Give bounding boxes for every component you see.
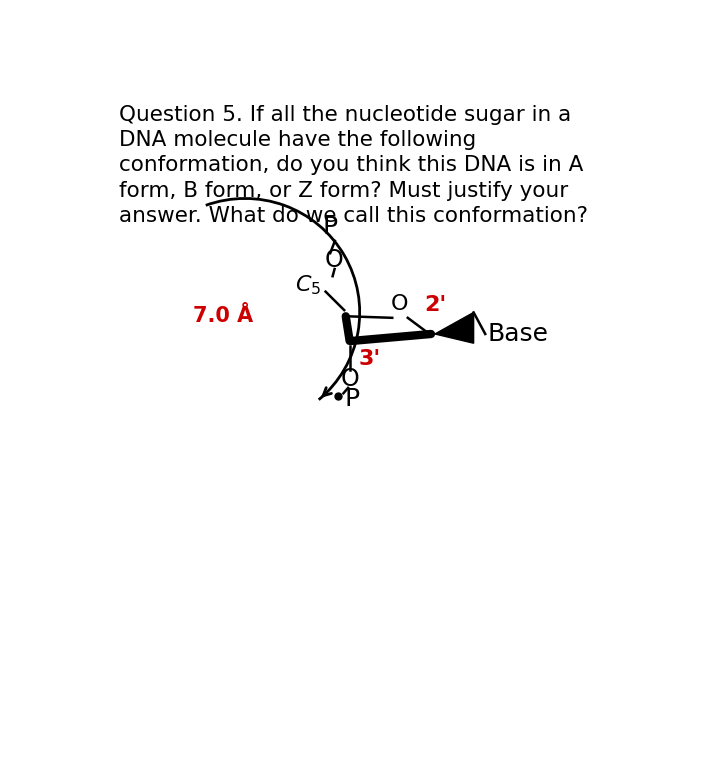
Text: 7.0 Å: 7.0 Å [193, 306, 253, 326]
Text: Question 5. If all the nucleotide sugar in a: Question 5. If all the nucleotide sugar … [120, 104, 572, 124]
Text: conformation, do you think this DNA is in A: conformation, do you think this DNA is i… [120, 155, 584, 175]
Text: form, B form, or Z form? Must justify your: form, B form, or Z form? Must justify yo… [120, 181, 569, 200]
Text: $C_5$: $C_5$ [294, 274, 321, 297]
Text: 2': 2' [424, 295, 446, 315]
Text: DNA molecule have the following: DNA molecule have the following [120, 130, 477, 150]
Text: 3': 3' [359, 349, 381, 369]
Text: P: P [323, 216, 338, 239]
Text: O: O [341, 367, 359, 392]
Text: O: O [325, 248, 343, 272]
Text: P: P [345, 387, 360, 411]
Text: Base: Base [487, 322, 549, 346]
Text: O: O [391, 294, 409, 314]
Polygon shape [435, 312, 474, 343]
Text: answer. What do we call this conformation?: answer. What do we call this conformatio… [120, 207, 588, 226]
